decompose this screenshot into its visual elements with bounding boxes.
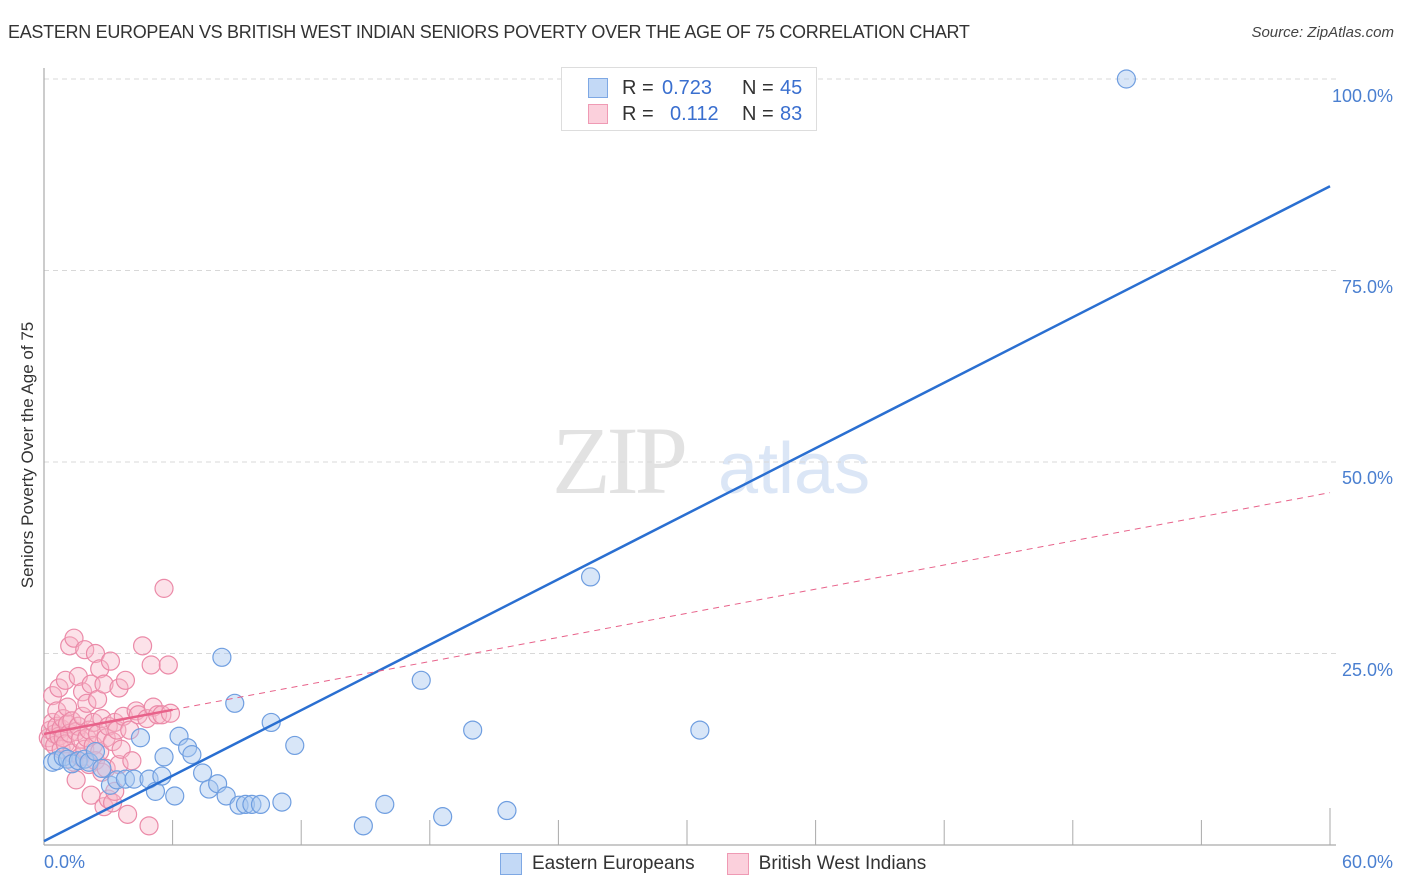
legend-label: Eastern Europeans (532, 853, 695, 874)
chart-title: EASTERN EUROPEAN VS BRITISH WEST INDIAN … (8, 22, 970, 42)
data-point (158, 655, 178, 675)
data-point (353, 816, 373, 836)
r-label: R = (622, 76, 654, 99)
data-point (235, 794, 256, 815)
stats-row-eastern-europeans: R = 0.723 N = 45 (588, 76, 802, 100)
eastern-europeans-trend-line (43, 185, 1331, 843)
blue-swatch-icon (500, 853, 522, 875)
r-label: R = (622, 102, 654, 125)
watermark-zip: ZIP (552, 407, 688, 514)
data-point (1116, 69, 1136, 89)
legend-item-british-west-indians[interactable]: British West Indians (726, 853, 927, 875)
pink-swatch-icon (588, 104, 608, 124)
legend-label: British West Indians (758, 853, 927, 874)
y-tick-100: 100.0% (1331, 86, 1393, 106)
n-value: 83 (780, 102, 803, 125)
data-point (165, 786, 185, 806)
data-point (130, 728, 151, 748)
y-tick-50: 50.0% (1341, 468, 1393, 488)
pink-swatch-icon (726, 853, 749, 875)
trend-lines (43, 185, 1331, 843)
y-axis-label: Seniors Poverty Over the Age of 75 (18, 321, 37, 589)
data-point (285, 735, 305, 756)
n-label: N = (742, 76, 774, 99)
data-point (94, 674, 114, 694)
x-tick-60: 60.0% (1341, 852, 1393, 872)
data-point (120, 720, 140, 740)
y-tick-75: 75.0% (1341, 277, 1393, 297)
data-point (75, 640, 95, 660)
data-point (690, 720, 710, 740)
data-point (115, 670, 136, 690)
data-point (77, 693, 97, 713)
x-tick-0: 0.0% (44, 852, 86, 872)
data-point (411, 670, 431, 690)
y-tick-25: 25.0% (1341, 660, 1393, 680)
british-west-indians-trend-line (43, 708, 173, 736)
data-point (66, 770, 86, 790)
eastern-europeans-points (42, 69, 1136, 836)
data-point (85, 741, 106, 762)
stats-row-british-west-indians: R = 0.112 N = 83 (588, 102, 802, 126)
watermark-atlas: atlas (718, 429, 871, 509)
data-point (100, 651, 121, 671)
data-point (122, 751, 142, 771)
data-point (90, 659, 110, 679)
stats-legend: R = 0.723 N = 45 R = 0.112 N = 83 (561, 67, 817, 131)
data-point (497, 800, 517, 821)
data-point (47, 701, 67, 721)
british-west-indians-points (38, 578, 181, 836)
series-legend: Eastern Europeans British West Indians (500, 853, 958, 875)
data-point (193, 763, 213, 783)
data-point (141, 655, 161, 675)
data-point (92, 758, 112, 779)
data-point (182, 745, 202, 765)
data-point (49, 678, 69, 698)
british-west-indians-trend-extension (172, 492, 1331, 711)
data-point (272, 792, 292, 812)
data-point (117, 804, 138, 824)
data-point (580, 567, 601, 587)
data-point (132, 636, 153, 656)
blue-swatch-icon (588, 78, 608, 98)
data-point (154, 747, 174, 767)
source-label: Source: ZipAtlas.com (1251, 24, 1394, 41)
data-point (124, 769, 144, 789)
data-point (250, 794, 271, 815)
r-value: 0.723 (662, 76, 713, 99)
data-point (212, 647, 232, 667)
data-point (463, 720, 483, 740)
n-label: N = (742, 102, 774, 125)
data-point (160, 703, 181, 723)
data-point (139, 816, 159, 836)
data-point (42, 686, 63, 706)
data-point (55, 670, 76, 690)
gridlines (44, 78, 1340, 654)
legend-item-eastern-europeans[interactable]: Eastern Europeans (500, 853, 695, 875)
axes (43, 68, 1336, 846)
n-value: 45 (780, 76, 803, 99)
data-point (109, 678, 129, 698)
data-point (154, 578, 174, 598)
data-point (375, 794, 395, 815)
data-point (433, 807, 453, 827)
data-point (85, 643, 106, 664)
r-value: 0.112 (670, 102, 719, 125)
